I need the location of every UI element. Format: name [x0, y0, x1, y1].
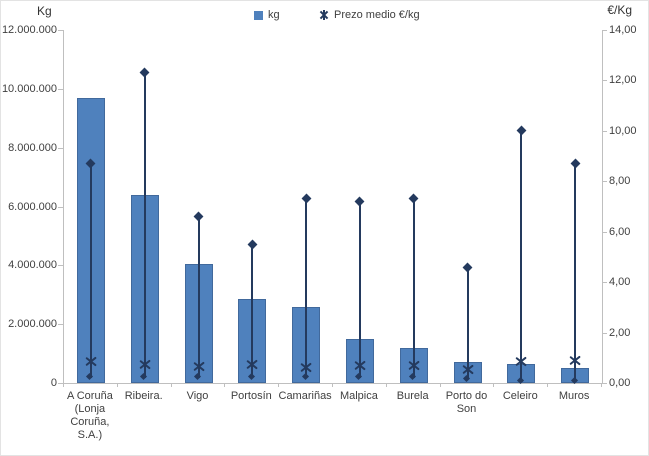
- left-axis-tickmark: [58, 147, 63, 149]
- right-axis-tickmark: [602, 80, 607, 82]
- x-axis-tickmark: [385, 383, 387, 387]
- left-axis-title: Kg: [37, 4, 52, 18]
- price-max-diamond-marker: [247, 239, 258, 250]
- price-hilo-line: [412, 198, 415, 378]
- x-axis-category-label: Camariñas: [278, 390, 332, 402]
- right-axis-tickmark: [602, 30, 607, 31]
- x-axis-category-label: Portosín: [230, 390, 272, 402]
- price-hilo-line: [305, 198, 308, 378]
- price-min-diamond-marker: [516, 377, 524, 385]
- price-max-diamond-marker: [193, 211, 204, 222]
- price-max-diamond-marker: [139, 67, 150, 78]
- right-axis-tick-label: 0,00: [609, 377, 631, 389]
- left-axis-tickmark: [58, 324, 63, 326]
- left-axis-tickmark: [58, 383, 63, 384]
- price-max-diamond-marker: [516, 125, 527, 136]
- prezo-medio-x-marker: [192, 361, 205, 372]
- right-axis-tickmark: [602, 282, 607, 284]
- x-axis-category-label: A Coruña (Lonja Coruña, S.A.): [66, 390, 113, 441]
- legend-item-prezo-medio: Prezo medio €/kg: [319, 9, 420, 21]
- prezo-medio-x-marker: [138, 359, 151, 370]
- x-axis-tickmark: [601, 383, 602, 387]
- price-max-diamond-marker: [408, 193, 419, 204]
- x-marker-icon: [319, 10, 329, 20]
- price-hilo-line: [358, 201, 361, 378]
- right-axis-title: €/Kg: [607, 3, 632, 17]
- left-axis-tick-label: 2.000.000: [8, 318, 57, 331]
- right-axis-tickmark: [602, 130, 607, 132]
- left-axis-tickmark: [58, 265, 63, 267]
- price-hilo-line: [251, 244, 254, 378]
- price-max-diamond-marker: [570, 158, 581, 169]
- x-axis-category-label: Burela: [396, 390, 429, 402]
- prezo-medio-x-marker: [300, 362, 313, 373]
- right-axis-tick-label: 10,00: [609, 124, 637, 137]
- price-hilo-line: [466, 267, 469, 380]
- left-axis-tick-label: 8.000.000: [8, 141, 57, 154]
- right-axis-tickmark: [602, 332, 607, 334]
- x-axis-tickmark: [63, 383, 64, 387]
- right-axis-tickmark: [602, 383, 607, 384]
- price-hilo-line: [574, 163, 577, 382]
- prezo-medio-x-marker: [461, 364, 474, 375]
- x-axis-tickmark: [439, 383, 441, 387]
- x-axis-category-label: Muros: [558, 390, 590, 402]
- prezo-medio-x-marker: [407, 360, 420, 371]
- right-axis-tick-label: 2,00: [609, 326, 631, 339]
- left-axis-tick-label: 12.000.000: [1, 24, 57, 36]
- x-axis-tickmark: [170, 383, 172, 387]
- left-axis-tickmark: [58, 88, 63, 90]
- plot-area: [63, 30, 603, 385]
- x-axis-tickmark: [224, 383, 226, 387]
- legend-item-kg: kg: [254, 9, 280, 21]
- prezo-medio-x-marker: [569, 355, 582, 366]
- left-axis-tickmark: [58, 30, 63, 31]
- right-axis-tick-label: 14,00: [609, 24, 637, 36]
- price-max-diamond-marker: [301, 193, 312, 204]
- right-axis-tickmark: [602, 231, 607, 233]
- x-axis-tickmark: [278, 383, 280, 387]
- x-axis-category-label: Malpica: [339, 390, 378, 402]
- left-axis-tick-label: 6.000.000: [8, 200, 57, 213]
- left-axis-tick-label: 0: [50, 377, 57, 389]
- prezo-medio-x-marker: [84, 356, 97, 367]
- x-axis-category-label: Celeiro: [502, 390, 538, 402]
- right-axis-tick-label: 6,00: [609, 225, 631, 238]
- prezo-medio-x-marker: [353, 360, 366, 371]
- left-axis-tick-label: 10.000.000: [1, 82, 57, 95]
- left-axis-tickmark: [58, 206, 63, 208]
- bar-series-swatch-icon: [254, 10, 263, 20]
- price-hilo-line: [143, 72, 146, 378]
- right-axis-tick-label: 12,00: [609, 74, 637, 87]
- x-axis-tickmark: [332, 383, 333, 387]
- x-axis-tickmark: [493, 383, 495, 387]
- x-axis-tickmark: [547, 383, 549, 387]
- x-axis-category-label: Porto do Son: [445, 390, 488, 415]
- price-hilo-line: [89, 163, 92, 378]
- x-axis-tickmark: [116, 383, 118, 387]
- x-axis-category-label: Vigo: [186, 390, 209, 402]
- price-max-diamond-marker: [354, 196, 365, 207]
- price-max-diamond-marker: [462, 262, 473, 272]
- prezo-medio-x-marker: [246, 359, 259, 370]
- legend-label-kg: kg: [268, 9, 280, 21]
- price-hilo-line: [520, 130, 523, 382]
- x-axis-category-label: Ribeira.: [124, 390, 163, 402]
- price-hilo-line: [197, 216, 200, 378]
- right-axis-tick-label: 4,00: [609, 276, 631, 289]
- price-min-diamond-marker: [570, 377, 578, 385]
- right-axis-tickmark: [602, 181, 607, 183]
- legend-label-prezo-medio: Prezo medio €/kg: [334, 9, 420, 21]
- left-axis-tick-label: 4.000.000: [8, 259, 57, 272]
- right-axis-tick-label: 8,00: [609, 175, 631, 188]
- prezo-medio-x-marker: [515, 356, 528, 367]
